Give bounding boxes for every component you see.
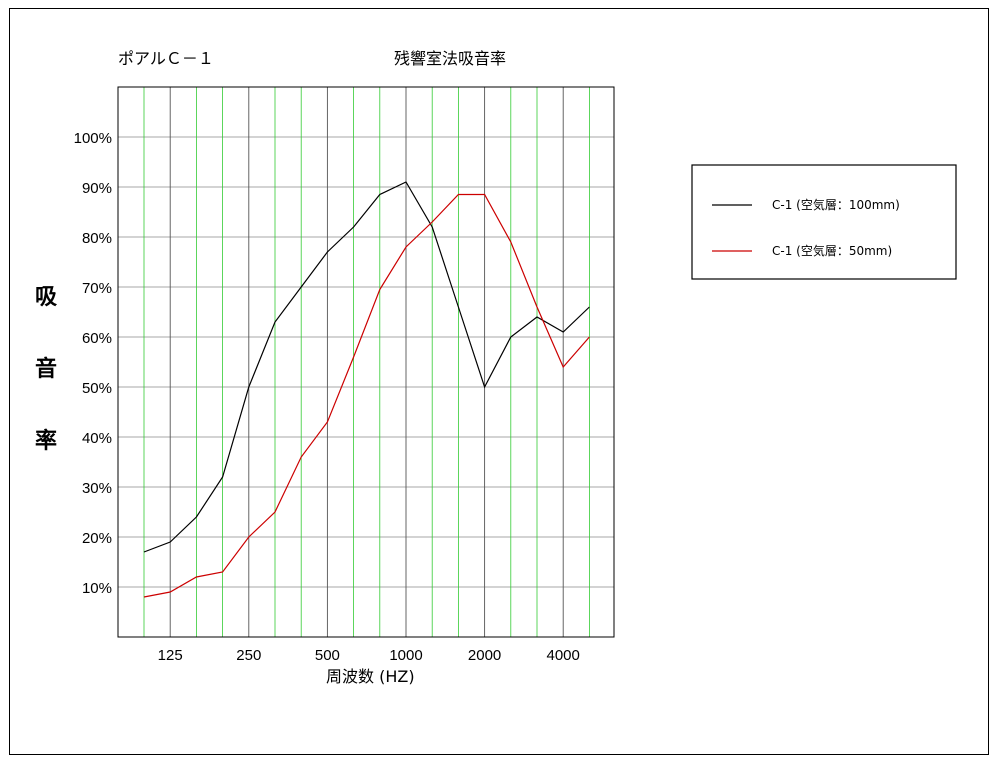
y-axis-label-char: 率 [35,428,57,454]
x-tick-label: 125 [158,647,183,664]
legend-label-1: C-1 (空気層：100mm) [772,197,900,212]
legend-label-2: C-1 (空気層：50mm) [772,243,892,258]
grid [117,86,615,638]
chart-title: 残響室法吸音率 [394,49,506,68]
x-tick-label: 1000 [389,647,422,664]
y-tick-label: 10% [82,580,112,597]
legend: C-1 (空気層：100mm) C-1 (空気層：50mm) [691,164,957,280]
y-tick-label: 30% [82,480,112,497]
legend-box [691,164,957,280]
series-line-2 [143,193,590,598]
y-axis-label: 吸音率 [35,285,58,454]
plot-border [117,86,615,638]
x-tick-labels: 125 250 500 1000 2000 4000 [158,647,580,664]
chart-product-title: ポアルＣ－１ [118,49,214,68]
y-tick-labels: 10% 20% 30% 40% 50% 60% 70% 80% 90% 100% [74,130,112,597]
page-frame [9,8,989,755]
x-tick-label: 2000 [468,647,501,664]
y-axis-label-char: 吸 [35,285,58,310]
x-tick-label: 500 [315,647,340,664]
y-tick-label: 20% [82,530,112,547]
series-line-1 [143,181,590,553]
y-tick-label: 70% [82,280,112,297]
y-tick-label: 100% [74,130,112,147]
y-tick-label: 60% [82,330,112,347]
y-tick-label: 40% [82,430,112,447]
x-axis-label: 周波数 (HZ) [326,667,415,686]
y-tick-label: 90% [82,180,112,197]
y-tick-label: 50% [82,380,112,397]
series-lines [143,181,590,598]
y-tick-label: 80% [82,230,112,247]
x-tick-label: 250 [236,647,261,664]
y-axis-label-char: 音 [35,356,57,382]
x-tick-label: 4000 [547,647,580,664]
